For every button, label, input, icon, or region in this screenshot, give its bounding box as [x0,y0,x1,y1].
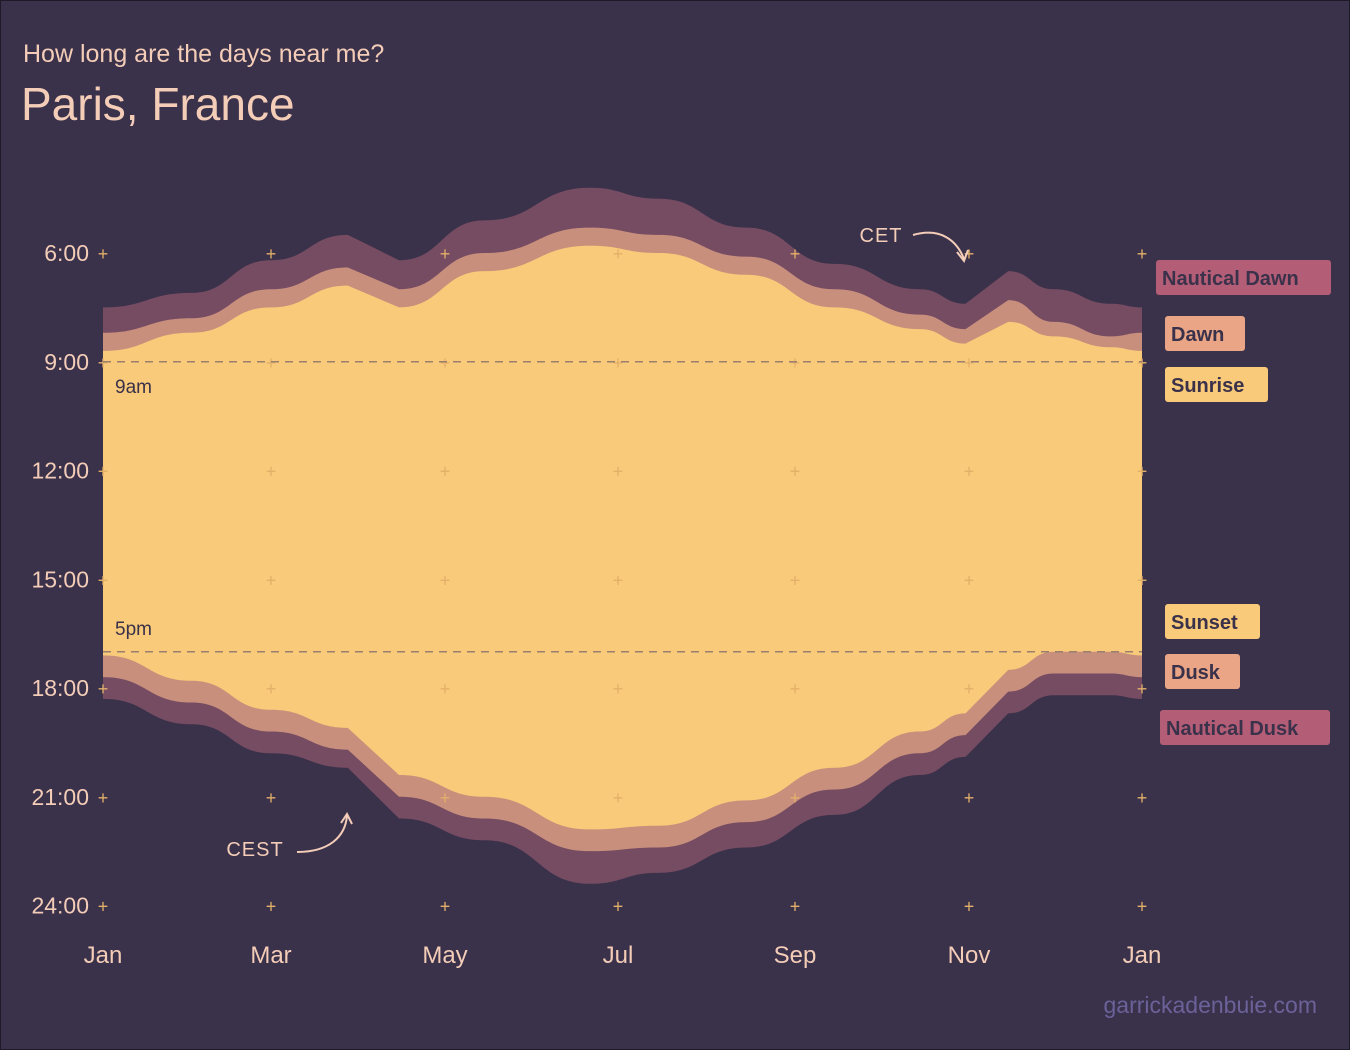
label-box-sunset [1165,604,1260,639]
grid-plus-marker: + [613,788,624,808]
y-tick-label: 6:00 [44,240,89,266]
grid-plus-marker: + [98,244,109,264]
grid-plus-marker: + [98,353,109,373]
label-sunset: Sunset [1171,612,1238,634]
grid-plus-marker: + [266,244,277,264]
grid-plus-marker: + [790,788,801,808]
label-box-nautical-dawn [1156,260,1331,295]
y-tick-label: 24:00 [31,893,89,919]
grid-plus-marker: + [964,462,975,482]
grid-plus-marker: + [964,353,975,373]
credit: garrickadenbuie.com [1103,992,1317,1018]
label-box-dawn [1165,316,1245,351]
chart-subtitle: How long are the days near me? [23,40,384,68]
grid-plus-marker: + [790,353,801,373]
label-dusk: Dusk [1171,662,1221,684]
grid-plus-marker: + [266,788,277,808]
grid-plus-marker: + [266,462,277,482]
grid-plus-marker: + [98,897,109,917]
grid-plus-marker: + [613,679,624,699]
y-tick-label: 15:00 [31,566,89,592]
annotation-cet: CET [860,225,903,247]
y-tick-label: 21:00 [31,784,89,810]
x-axis: Jan Mar May Jul Sep Nov Jan [84,942,1162,969]
reference-label-5pm: 5pm [115,619,152,640]
y-tick-label: 9:00 [44,349,89,375]
label-nautical-dawn: Nautical Dawn [1162,268,1299,290]
label-box-nautical-dusk [1160,710,1330,745]
grid-plus-marker: + [440,897,451,917]
y-axis: 6:00 9:00 12:00 15:00 18:00 21:00 24:00 [31,240,89,919]
plot-area [103,187,1142,884]
grid-plus-marker: + [613,570,624,590]
series-labels: Nautical Dawn Dawn Sunrise Sunset Dusk Nautic… [1156,260,1331,745]
grid-plus-marker: + [790,570,801,590]
grid-plus-marker: + [440,462,451,482]
grid-markers: + + + + + + + + + + + + + + + + + + + + + + + + + + + + + + + + + + + + + + + +… [98,244,1148,917]
grid-plus-marker: + [266,897,277,917]
annotation-cet-arrow [912,231,965,260]
grid-plus-marker: + [613,353,624,373]
grid-plus-marker: + [1137,788,1148,808]
y-tick-label: 18:00 [31,675,89,701]
grid-plus-marker: + [440,353,451,373]
x-tick-label: May [422,942,467,969]
grid-plus-marker: + [964,788,975,808]
grid-plus-marker: + [613,897,624,917]
x-tick-label: Nov [948,942,991,969]
grid-plus-marker: + [964,570,975,590]
grid-plus-marker: + [266,570,277,590]
grid-plus-marker: + [440,244,451,264]
grid-plus-marker: + [1137,462,1148,482]
grid-plus-marker: + [1137,353,1148,373]
annotation-cest-arrowhead [340,812,353,825]
grid-plus-marker: + [613,462,624,482]
reference-lines: 9am 5pm [103,360,1142,653]
grid-plus-marker: + [98,788,109,808]
y-tick-label: 12:00 [31,458,89,484]
label-sunrise: Sunrise [1171,375,1244,397]
grid-plus-marker: + [790,679,801,699]
grid-plus-marker: + [790,462,801,482]
x-tick-label: Jul [603,942,634,969]
grid-plus-marker: + [440,788,451,808]
grid-plus-marker: + [1137,679,1148,699]
annotation-cest: CEST [226,839,283,861]
x-tick-label: Sep [774,942,817,969]
annotations: CET CEST [226,225,969,861]
x-tick-label: Jan [1123,942,1162,969]
reference-label-9am: 9am [115,377,152,398]
grid-plus-marker: + [964,897,975,917]
grid-plus-marker: + [613,244,624,264]
annotation-cet-arrowhead [956,249,969,264]
grid-plus-marker: + [964,679,975,699]
grid-plus-marker: + [98,679,109,699]
grid-plus-marker: + [440,679,451,699]
label-dawn: Dawn [1171,324,1224,346]
grid-plus-marker: + [266,353,277,373]
x-tick-label: Jan [84,942,123,969]
grid-plus-marker: + [440,570,451,590]
label-nautical-dusk: Nautical Dusk [1166,718,1299,740]
annotation-cest-arrow [296,815,348,853]
daylight-band [103,245,1142,830]
grid-plus-marker: + [98,570,109,590]
grid-plus-marker: + [790,244,801,264]
grid-plus-marker: + [266,679,277,699]
grid-plus-marker: + [1137,897,1148,917]
label-box-dusk [1165,654,1240,689]
grid-plus-marker: + [98,462,109,482]
grid-plus-marker: + [790,897,801,917]
label-box-sunrise [1165,367,1268,402]
chart-title: Paris, France [21,78,295,130]
x-tick-label: Mar [250,942,291,969]
grid-plus-marker: + [1137,570,1148,590]
grid-plus-marker: + [1137,244,1148,264]
grid-plus-marker: + [964,244,975,264]
